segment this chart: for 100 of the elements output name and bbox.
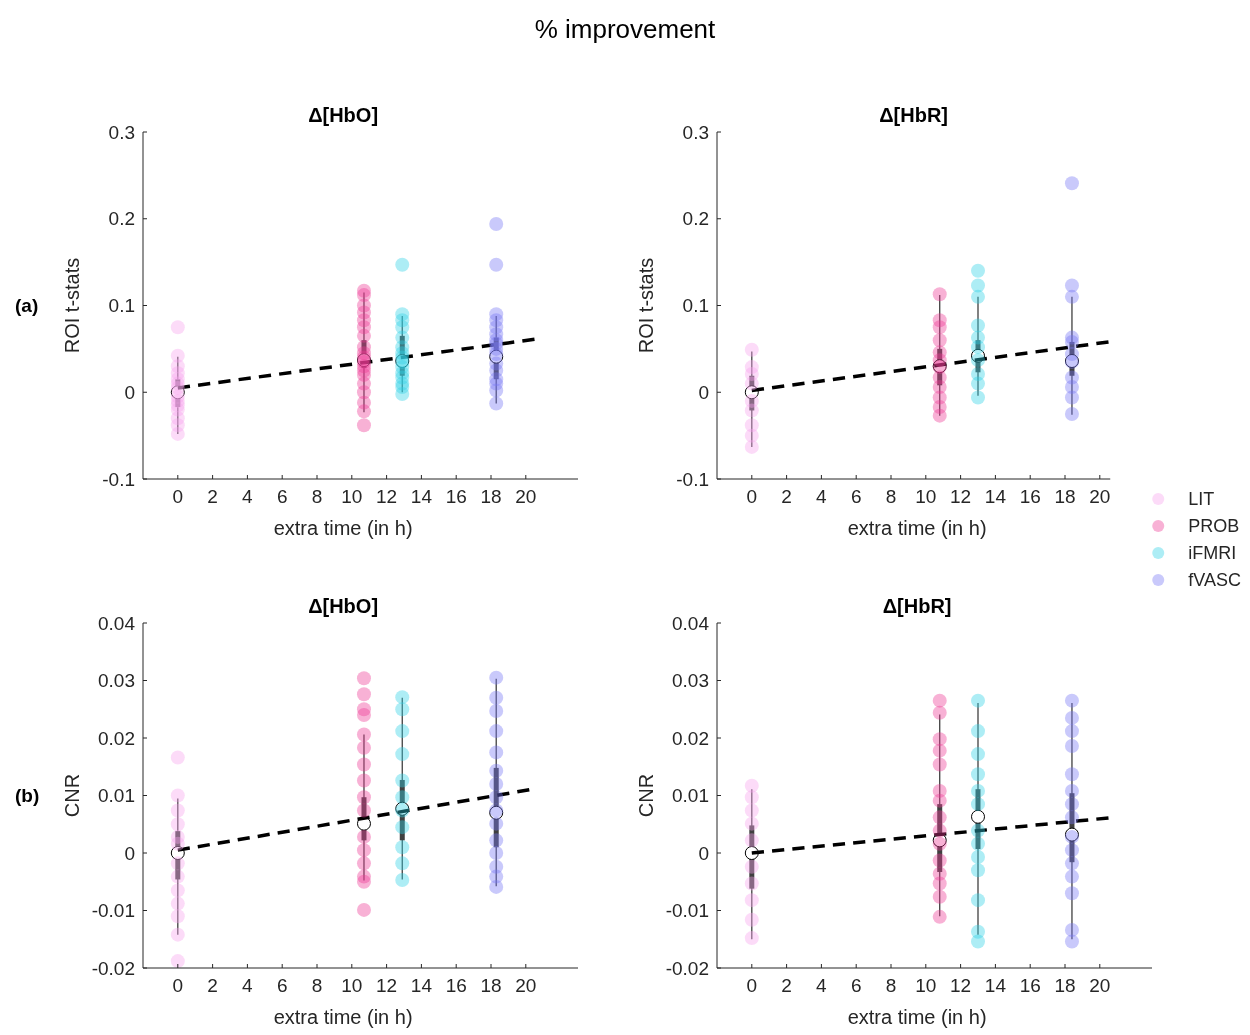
x-tick-label: 18	[480, 975, 502, 996]
x-tick-label: 4	[816, 486, 828, 507]
x-tick-label: 20	[1089, 975, 1111, 996]
point	[1064, 278, 1079, 293]
point	[170, 896, 185, 911]
point	[1064, 856, 1079, 871]
chart-title: Δ[HbO]	[308, 104, 379, 126]
x-tick-label: 18	[1054, 975, 1076, 996]
x-tick-label: 16	[1019, 975, 1041, 996]
x-tick-label: 20	[1089, 486, 1111, 507]
x-tick-label: 0	[172, 486, 184, 507]
point	[489, 777, 504, 791]
x-tick-label: 16	[1019, 486, 1041, 507]
point	[971, 340, 985, 355]
point	[1064, 843, 1079, 858]
point	[170, 856, 185, 871]
point	[395, 690, 410, 705]
legend-label: iFMRI	[1188, 543, 1237, 564]
point	[356, 843, 371, 858]
point	[744, 778, 759, 793]
point	[932, 732, 947, 747]
point	[971, 693, 985, 708]
x-tick-label: 2	[207, 486, 218, 507]
x-tick-label: 0	[746, 486, 758, 507]
point	[356, 671, 371, 686]
point	[1064, 783, 1079, 798]
point	[395, 773, 410, 788]
x-tick-label: 6	[276, 975, 288, 996]
y-tick-label: 0.2	[108, 208, 135, 230]
point	[744, 931, 759, 946]
point	[170, 869, 185, 884]
point	[489, 763, 504, 778]
point	[170, 883, 185, 898]
y-tick-label: -0.01	[91, 900, 135, 922]
point	[489, 790, 504, 805]
point	[356, 328, 371, 343]
point	[395, 724, 410, 739]
point	[971, 783, 985, 798]
y-tick-label: -0.02	[91, 957, 135, 979]
point	[489, 670, 504, 685]
y-tick-label: 0.3	[108, 121, 135, 143]
y-tick-label: -0.02	[665, 957, 709, 979]
point	[971, 863, 985, 878]
point	[170, 803, 185, 818]
chart-title: Δ[HbR]	[879, 104, 949, 126]
y-axis-title: ROI t-stats	[61, 257, 83, 354]
point	[744, 859, 759, 874]
point	[1064, 767, 1079, 782]
point	[1064, 176, 1079, 191]
point	[932, 793, 947, 808]
y-tick-label: 0.03	[672, 670, 709, 692]
point	[932, 333, 947, 348]
point	[932, 743, 947, 758]
point	[1064, 797, 1079, 812]
point	[489, 703, 504, 718]
point	[971, 263, 985, 278]
y-tick-label: 0	[698, 842, 709, 864]
x-tick-label: 14	[410, 486, 433, 507]
point	[971, 724, 985, 739]
point	[395, 873, 410, 888]
y-tick-label: 0	[698, 381, 709, 403]
point	[971, 318, 985, 333]
point	[489, 257, 504, 272]
point	[170, 927, 185, 942]
point	[1064, 923, 1079, 938]
point	[971, 747, 985, 762]
x-axis-title: extra time (in h)	[273, 517, 413, 539]
x-tick-label: 8	[885, 975, 897, 996]
point	[170, 750, 185, 765]
y-tick-label: 0.3	[682, 121, 709, 143]
point	[971, 934, 985, 949]
point	[744, 439, 759, 454]
y-tick-label: -0.01	[665, 900, 709, 922]
point	[932, 876, 947, 891]
point	[489, 816, 504, 831]
y-tick-label: -0.1	[676, 468, 709, 490]
x-tick-label: 4	[242, 486, 254, 507]
point	[395, 747, 410, 762]
point	[932, 909, 947, 924]
point	[932, 823, 947, 838]
point	[356, 803, 371, 818]
x-tick-label: 20	[515, 975, 537, 996]
point	[971, 353, 985, 368]
chart-title: Δ[HbO]	[308, 595, 379, 617]
point	[170, 426, 185, 441]
x-tick-label: 20	[515, 486, 537, 507]
x-tick-label: 18	[1054, 486, 1076, 507]
y-axis-title: CNR	[635, 773, 657, 818]
point	[744, 376, 759, 391]
point	[489, 216, 504, 231]
point	[395, 702, 410, 717]
y-tick-label: 0.02	[672, 727, 709, 749]
point	[744, 403, 759, 418]
point	[971, 797, 985, 812]
x-axis-title: extra time (in h)	[847, 1006, 987, 1028]
point	[356, 740, 371, 755]
legend-label: fVASC	[1188, 570, 1241, 591]
point	[932, 853, 947, 868]
point	[356, 418, 371, 433]
point	[744, 816, 759, 831]
